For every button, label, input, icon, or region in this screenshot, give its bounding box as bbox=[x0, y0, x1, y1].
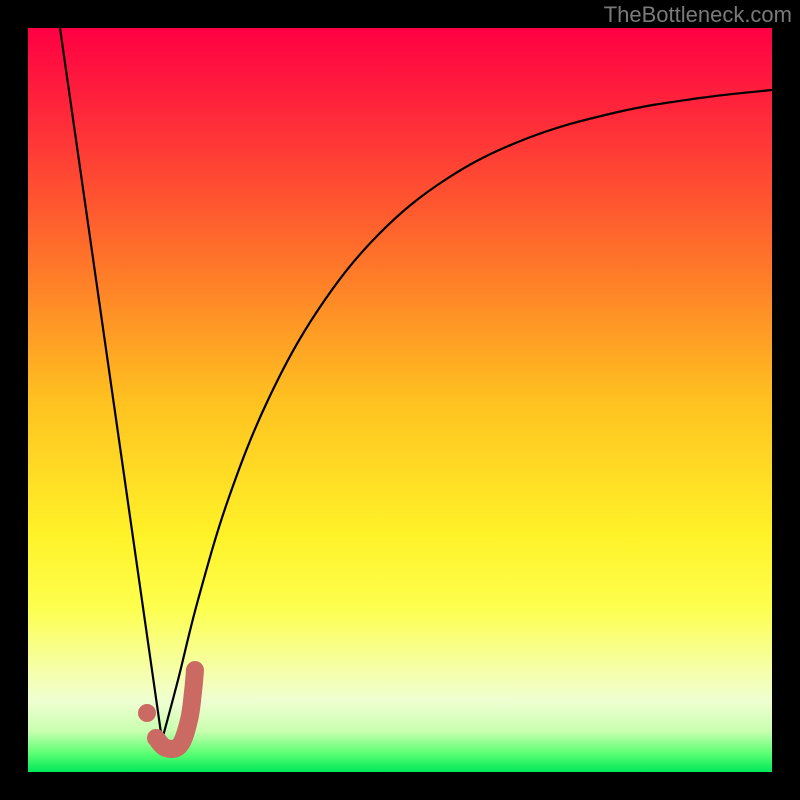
watermark-text: TheBottleneck.com bbox=[604, 2, 792, 28]
chart-container: TheBottleneck.com bbox=[0, 0, 800, 800]
gradient-background bbox=[28, 28, 772, 772]
chart-svg bbox=[0, 0, 800, 800]
highlight-dot bbox=[138, 704, 156, 722]
